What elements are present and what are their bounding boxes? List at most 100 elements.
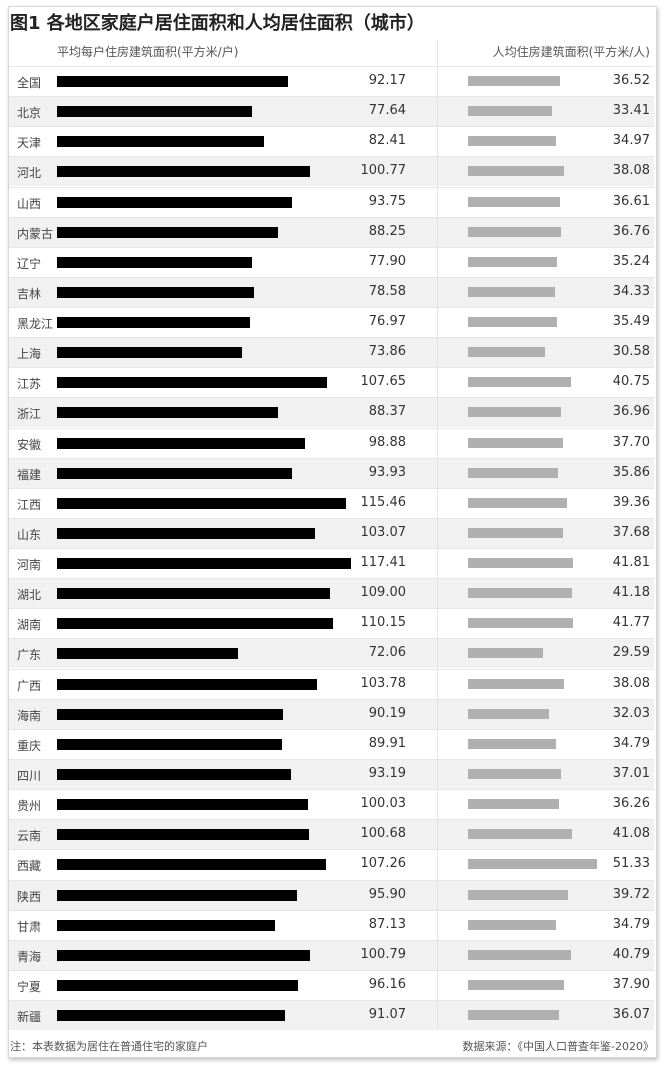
- bar-per-capita-area: [468, 618, 574, 629]
- category-label: 四川: [17, 768, 42, 783]
- bar-household-area: [57, 618, 334, 630]
- chart-row: 四川 93.19 37.01: [9, 758, 654, 789]
- bar-per-capita-area: [468, 286, 555, 297]
- bar-household-area: [57, 799, 308, 811]
- chart-row: 西藏 107.26 51.33: [9, 849, 654, 879]
- bar-household-area: [57, 437, 305, 449]
- value-household-area: 78.58: [368, 283, 406, 299]
- value-household-area: 93.19: [368, 765, 406, 781]
- bar-household-area: [57, 347, 243, 359]
- bar-household-area: [57, 588, 331, 600]
- bar-household-area: [57, 226, 279, 238]
- category-label: 江苏: [17, 377, 42, 392]
- category-label: 湖北: [17, 588, 42, 603]
- value-per-capita-area: 37.70: [612, 434, 650, 450]
- category-label: 黑龙江: [17, 317, 54, 332]
- value-household-area: 110.15: [360, 615, 407, 631]
- value-household-area: 107.26: [360, 856, 407, 872]
- chart-row: 福建 93.93 35.86: [9, 457, 654, 488]
- footer-source: 数据来源：《中国人口普查年鉴-2020》: [462, 1040, 654, 1053]
- bar-household-area: [57, 768, 291, 780]
- chart-row: 北京 77.64 33.41: [9, 96, 654, 127]
- value-per-capita-area: 30.58: [612, 344, 650, 360]
- chart-row: 吉林 78.58 34.33: [9, 276, 654, 307]
- bar-per-capita-area: [468, 497, 568, 508]
- bar-household-area: [57, 166, 310, 178]
- category-label: 山东: [17, 527, 42, 542]
- bar-household-area: [57, 76, 288, 87]
- bar-per-capita-area: [468, 437, 563, 448]
- value-per-capita-area: 35.24: [612, 253, 650, 269]
- value-household-area: 109.00: [360, 585, 407, 601]
- value-household-area: 91.07: [368, 1007, 406, 1023]
- value-per-capita-area: 36.96: [612, 404, 650, 420]
- chart-row: 陕西 95.90 39.72: [9, 879, 654, 910]
- category-label: 安徽: [17, 437, 42, 452]
- category-label: 江西: [17, 497, 42, 512]
- bar-household-area: [57, 1010, 286, 1022]
- value-household-area: 77.90: [368, 253, 406, 269]
- category-label: 甘肃: [17, 919, 42, 934]
- bar-household-area: [57, 558, 352, 570]
- value-household-area: 87.13: [368, 916, 406, 932]
- bar-per-capita-area: [468, 648, 543, 659]
- bar-household-area: [57, 196, 292, 208]
- category-label: 云南: [17, 829, 42, 844]
- bar-household-area: [57, 136, 264, 148]
- bar-per-capita-area: [468, 467, 559, 478]
- value-household-area: 82.41: [368, 133, 406, 149]
- value-per-capita-area: 41.08: [612, 826, 650, 842]
- value-per-capita-area: 37.01: [612, 765, 650, 781]
- chart-row: 黑龙江 76.97 35.49: [9, 307, 654, 337]
- value-per-capita-area: 36.52: [612, 73, 650, 88]
- value-household-area: 115.46: [360, 494, 407, 510]
- value-household-area: 95.90: [368, 886, 406, 902]
- bar-per-capita-area: [468, 829, 572, 840]
- value-per-capita-area: 39.36: [612, 494, 650, 510]
- value-household-area: 88.25: [368, 223, 406, 239]
- chart-row: 江苏 107.65 40.75: [9, 367, 654, 397]
- value-household-area: 103.78: [360, 675, 407, 691]
- bar-per-capita-area: [468, 76, 561, 86]
- category-label: 河南: [17, 558, 42, 573]
- value-per-capita-area: 29.59: [612, 645, 650, 661]
- value-household-area: 72.06: [368, 645, 406, 661]
- bar-household-area: [57, 979, 298, 991]
- value-household-area: 100.68: [360, 826, 407, 842]
- value-per-capita-area: 34.33: [612, 283, 650, 299]
- chart-row: 上海 73.86 30.58: [9, 337, 654, 368]
- value-per-capita-area: 38.08: [612, 675, 650, 691]
- value-household-area: 96.16: [368, 976, 406, 992]
- chart-row: 贵州 100.03 36.26: [9, 789, 654, 819]
- value-household-area: 107.65: [360, 374, 407, 390]
- chart-title: 图1 各地区家庭户居住面积和人均居住面积（城市）: [10, 13, 425, 34]
- bar-per-capita-area: [468, 377, 571, 388]
- chart-row: 河北 100.77 38.08: [9, 156, 654, 187]
- bar-per-capita-area: [468, 799, 560, 810]
- bar-per-capita-area: [468, 106, 553, 117]
- value-per-capita-area: 38.08: [612, 163, 650, 179]
- series-1-header: 平均每户住房建筑面积(平方米/户): [57, 45, 239, 59]
- value-per-capita-area: 32.03: [612, 705, 650, 721]
- value-per-capita-area: 37.68: [612, 524, 650, 540]
- value-household-area: 103.07: [360, 524, 407, 540]
- chart-row: 云南 100.68 41.08: [9, 819, 654, 850]
- value-household-area: 90.19: [368, 705, 406, 721]
- bar-household-area: [57, 829, 310, 841]
- value-household-area: 100.77: [360, 163, 407, 179]
- chart-row: 安徽 98.88 37.70: [9, 427, 654, 458]
- bar-per-capita-area: [468, 256, 557, 267]
- value-household-area: 92.17: [368, 73, 406, 88]
- bar-per-capita-area: [468, 527, 563, 538]
- bar-per-capita-area: [468, 678, 564, 689]
- category-label: 上海: [17, 347, 42, 362]
- bar-per-capita-area: [468, 317, 558, 328]
- bar-household-area: [57, 256, 253, 268]
- value-household-area: 89.91: [368, 735, 406, 751]
- value-per-capita-area: 35.86: [612, 464, 650, 480]
- bar-household-area: [57, 497, 347, 509]
- category-label: 新疆: [17, 1010, 42, 1025]
- chart-row: 新疆 91.07 36.07: [9, 1000, 654, 1031]
- category-label: 广东: [17, 648, 42, 663]
- value-household-area: 77.64: [368, 103, 406, 119]
